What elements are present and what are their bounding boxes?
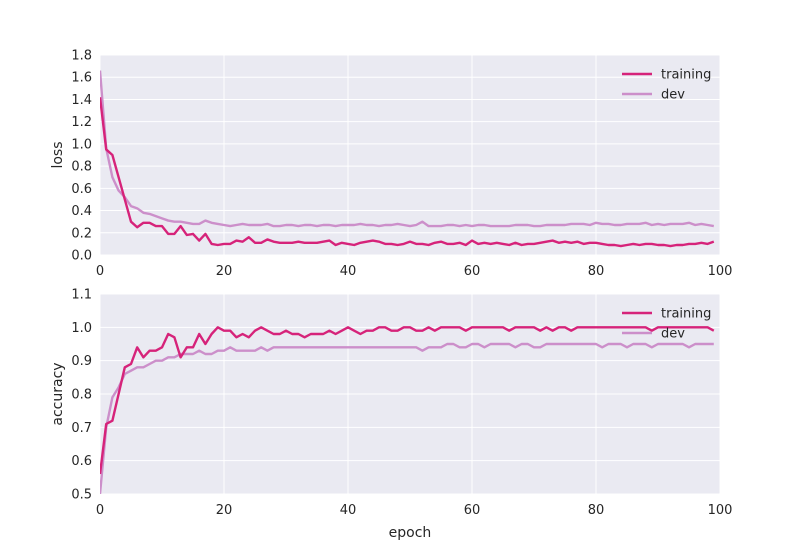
- y-tick-label-loss-3: 0.6: [71, 182, 92, 197]
- legend-label-dev-loss: dev: [661, 88, 685, 103]
- y-tick-label-loss-0: 0.0: [71, 249, 92, 264]
- y-tick-label-loss-9: 1.8: [71, 49, 92, 64]
- x-tick-label-accuracy-3: 60: [464, 503, 481, 518]
- series-line-training-accuracy: [100, 326, 715, 475]
- y-tick-label-loss-5: 1.0: [71, 137, 92, 152]
- x-tick-label-accuracy-1: 20: [216, 503, 233, 518]
- chart-panel-accuracy: 0 20 40 60 80 100 0.5 0.6 0.7 0.8 0.9 1.0 1.1 accurac…: [50, 288, 732, 542]
- series-line-dev-loss: [100, 70, 715, 228]
- legend-loss: training dev: [622, 68, 711, 103]
- x-axis-label-accuracy: epoch: [389, 525, 432, 541]
- legend-label-training-accuracy: training: [661, 307, 711, 322]
- y-tick-label-accuracy-3: 0.8: [71, 388, 92, 403]
- x-tick-label-loss-2: 40: [340, 264, 357, 279]
- y-tick-label-loss-2: 0.4: [71, 204, 92, 219]
- y-tick-label-loss-6: 1.2: [71, 115, 92, 130]
- y-tick-label-accuracy-0: 0.5: [71, 488, 92, 503]
- y-tick-label-loss-1: 0.2: [71, 226, 92, 241]
- x-tick-label-accuracy-5: 100: [708, 503, 733, 518]
- x-tick-label-loss-5: 100: [708, 264, 733, 279]
- y-tick-label-accuracy-4: 0.9: [71, 354, 92, 369]
- y-tick-label-loss-7: 1.4: [71, 93, 92, 108]
- x-tick-label-loss-4: 80: [588, 264, 605, 279]
- x-tick-label-loss-1: 20: [216, 264, 233, 279]
- series-line-training-loss: [100, 97, 715, 248]
- y-axis-label-loss: loss: [50, 141, 66, 168]
- series-line-dev-accuracy: [100, 342, 714, 494]
- x-tick-label-loss-3: 60: [464, 264, 481, 279]
- y-tick-label-accuracy-2: 0.7: [71, 421, 92, 436]
- y-tick-label-accuracy-1: 0.6: [71, 454, 92, 469]
- y-axis-label-accuracy: accuracy: [50, 362, 66, 425]
- y-tick-label-loss-8: 1.6: [71, 71, 92, 86]
- chart-panel-loss: 0 20 40 60 80 100 0.0 0.2 0.4 0.6 0.8 1.0 1.2 1.4 1.6 1…: [50, 49, 732, 280]
- x-tick-label-loss-0: 0: [96, 264, 104, 279]
- x-tick-label-accuracy-2: 40: [340, 503, 357, 518]
- y-tick-label-accuracy-6: 1.1: [71, 288, 92, 303]
- x-tick-label-accuracy-0: 0: [96, 503, 104, 518]
- legend-label-training-loss: training: [661, 68, 711, 83]
- legend-accuracy: training dev: [622, 307, 711, 342]
- legend-label-dev-accuracy: dev: [661, 327, 685, 342]
- y-tick-label-accuracy-5: 1.0: [71, 321, 92, 336]
- y-tick-label-loss-4: 0.8: [71, 160, 92, 175]
- x-tick-label-accuracy-4: 80: [588, 503, 605, 518]
